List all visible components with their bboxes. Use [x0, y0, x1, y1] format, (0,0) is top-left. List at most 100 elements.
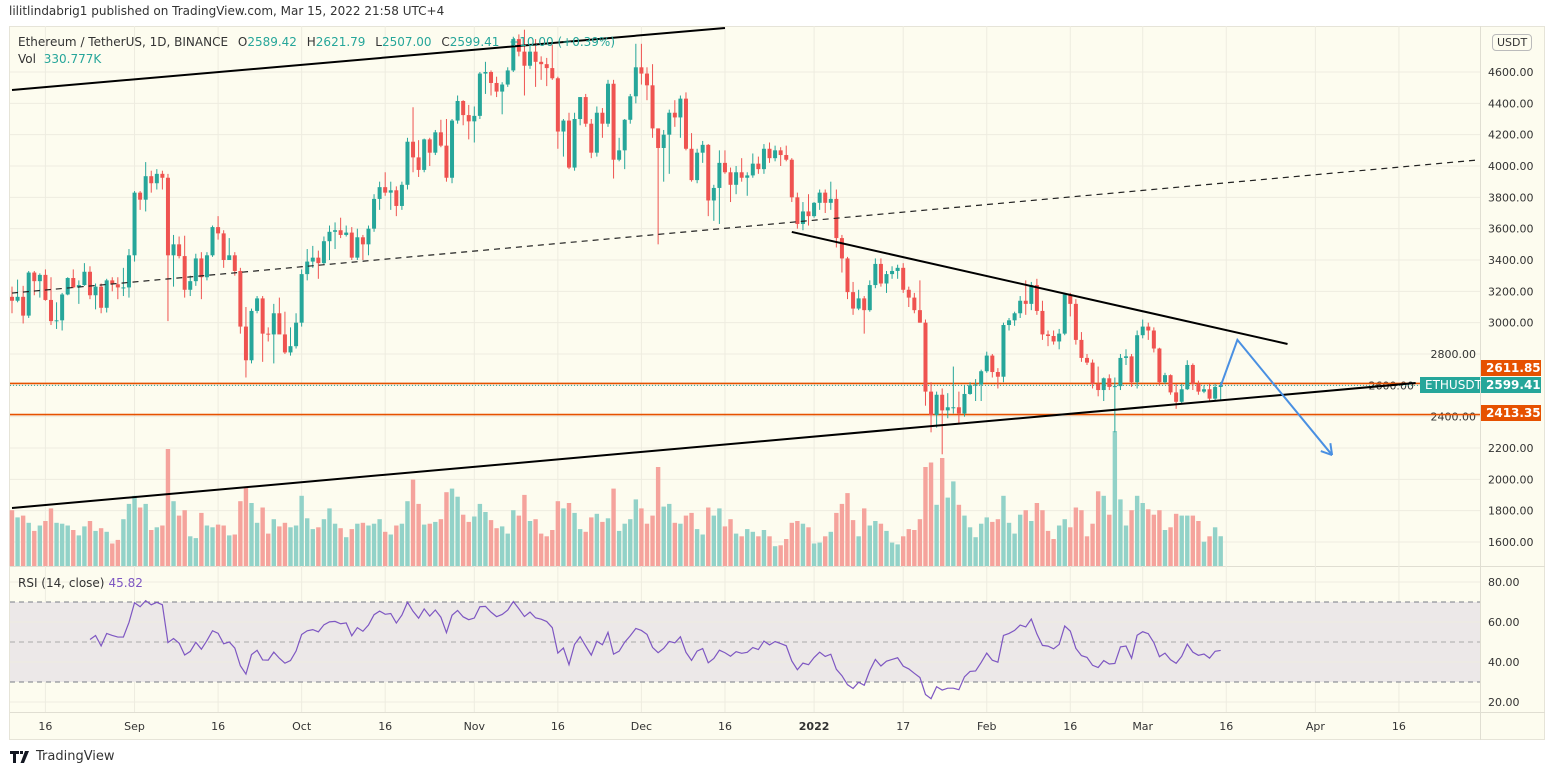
volume-bar: [149, 530, 154, 566]
price-tick-label: 3200.00: [1488, 285, 1534, 298]
time-tick-label: 16: [1219, 720, 1233, 733]
volume-bar: [344, 537, 349, 566]
arrow-head: [1329, 443, 1334, 456]
candle-body: [945, 407, 950, 411]
volume-bar: [594, 513, 600, 566]
tradingview-logo[interactable]: TradingView: [10, 749, 115, 764]
candle-body: [929, 391, 934, 416]
candle-body: [767, 148, 772, 159]
candle-body: [522, 51, 527, 66]
volume-bar: [973, 537, 978, 566]
time-tick-label: 2022: [799, 720, 830, 733]
candle-body: [266, 333, 271, 335]
candle-body: [243, 326, 248, 361]
candle-body: [483, 72, 488, 74]
candle-body: [984, 355, 989, 372]
volume-bar: [538, 533, 544, 566]
volume-bar: [1051, 539, 1056, 566]
volume-bar: [249, 503, 254, 566]
candle-body: [104, 280, 109, 308]
volume-bar: [733, 533, 739, 566]
candle-body: [489, 72, 494, 83]
candle-body: [450, 120, 455, 178]
candle-body: [405, 141, 410, 185]
volume-bar: [160, 525, 165, 566]
volume-bar: [800, 523, 806, 566]
candle-body: [500, 84, 505, 92]
candle-body: [48, 299, 53, 322]
symbol-name: Ethereum / TetherUS, 1D, BINANCE: [18, 35, 229, 49]
volume-bar: [605, 518, 611, 566]
volume-bar: [1196, 521, 1201, 566]
candle-body: [1196, 383, 1201, 392]
candle-body: [227, 255, 232, 261]
price-tick-label: 3600.00: [1488, 223, 1534, 236]
volume-bar: [1218, 536, 1223, 566]
volume-bar: [644, 523, 650, 566]
currency-button[interactable]: USDT: [1492, 34, 1533, 51]
open-value: 2589.42: [247, 35, 297, 49]
candle-body: [678, 98, 683, 118]
volume-bar: [1095, 491, 1101, 566]
candle-body: [255, 298, 260, 311]
candle-body: [695, 152, 700, 181]
volume-value: 330.777K: [43, 52, 102, 66]
candle-body: [338, 230, 343, 235]
candle-body: [968, 385, 973, 394]
volume-bar: [745, 529, 750, 566]
candle-body: [1168, 375, 1173, 393]
candle-body: [1090, 362, 1095, 384]
candle-body: [1162, 375, 1167, 383]
volume-bar: [188, 536, 193, 566]
volume-bar: [834, 512, 839, 566]
volume-bar: [98, 528, 104, 566]
candle-body: [650, 85, 655, 129]
volume-bar: [1079, 510, 1084, 566]
volume-bar: [338, 528, 343, 566]
volume-bar: [622, 523, 627, 566]
candle-body: [856, 298, 861, 309]
volume-bar: [984, 517, 989, 566]
volume-bar: [761, 530, 767, 566]
candle-body: [639, 67, 644, 74]
volume-bar: [355, 523, 360, 566]
candle-body: [878, 263, 883, 284]
candle-body: [99, 286, 104, 308]
time-tick-label: Dec: [631, 720, 652, 733]
volume-bar: [689, 512, 694, 566]
volume-bar: [750, 531, 756, 566]
time-tick-label: 16: [718, 720, 732, 733]
candle-body: [739, 172, 744, 178]
volume-bar: [199, 512, 204, 566]
candle-body: [299, 274, 304, 323]
volume-bar: [143, 503, 148, 566]
candle-body: [160, 173, 165, 178]
volume-bar: [126, 503, 132, 566]
candle-body: [1062, 294, 1067, 334]
volume-bar: [1062, 519, 1067, 566]
candle-body: [1140, 326, 1145, 336]
volume-bar: [856, 536, 861, 566]
volume-bar: [1140, 503, 1145, 566]
volume-bar: [572, 512, 577, 566]
candle-body: [644, 73, 649, 86]
volume-bar: [477, 503, 483, 566]
candle-body: [54, 320, 59, 322]
volume-bar: [951, 481, 956, 566]
candle-body: [611, 83, 616, 160]
volume-bar: [628, 519, 633, 566]
candle-body: [32, 272, 37, 282]
volume-bar: [1123, 525, 1129, 566]
candle-body: [126, 255, 131, 288]
candle-body: [294, 322, 299, 347]
volume-bar: [889, 542, 895, 566]
candle-body: [1207, 389, 1212, 399]
candle-body: [672, 112, 677, 118]
volume-bar: [672, 522, 678, 566]
candle-body: [890, 270, 895, 275]
volume-bar: [867, 525, 872, 566]
candle-body: [1001, 325, 1006, 377]
volume-bar: [544, 536, 549, 566]
low-value: 2507.00: [381, 35, 432, 49]
